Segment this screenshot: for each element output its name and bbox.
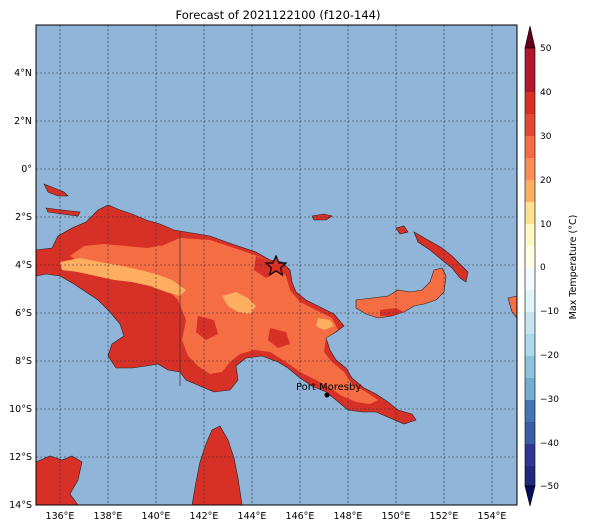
colorbar-tick: 40 [540, 88, 552, 98]
lon-tick: 138°E [94, 511, 123, 522]
lon-tick: 142°E [190, 511, 219, 522]
colorbar-bottom-arrow [524, 485, 536, 507]
graticule [36, 25, 517, 505]
lat-tick: 8°S [15, 356, 32, 367]
colorbar-bin [525, 334, 535, 356]
small-island-1 [395, 225, 409, 235]
colorbar-tick: 50 [540, 44, 552, 54]
colorbar-bin [525, 400, 535, 422]
colorbar-tick: −50 [540, 482, 559, 492]
lon-tick: 136°E [46, 511, 75, 522]
lon-tick: 146°E [286, 511, 315, 522]
colorbar-frame [524, 47, 536, 487]
lon-tick: 140°E [142, 511, 171, 522]
lat-tick: 12°S [9, 452, 32, 463]
lat-tick: 0° [21, 164, 32, 175]
lat-tick: 10°S [9, 404, 32, 415]
new-ireland-island [413, 231, 469, 283]
map-frame [35, 24, 518, 506]
colorbar-bin [525, 180, 535, 202]
city-label: Port Moresby [296, 382, 361, 393]
map-title: Forecast of 2021122100 (f120-144) [175, 8, 381, 22]
lon-tick: 148°E [334, 511, 363, 522]
colorbar-ticks: 50 40 30 20 10 0 −10 −20 −30 −40 −50 [540, 44, 559, 492]
lat-tick: 14°S [9, 500, 32, 511]
colorbar-tick: 30 [540, 132, 552, 142]
halmahera-island [43, 183, 69, 197]
cool-ridge-central [222, 292, 256, 314]
lat-tick-labels: 4°N 2°N 0° 2°S 4°S 6°S 8°S 10°S 12°S 14°… [9, 68, 32, 511]
cool-ridge-east [316, 318, 334, 330]
colorbar: 50 40 30 20 10 0 −10 −20 −30 −40 −50 Max… [524, 25, 579, 507]
colorbar-bin [525, 158, 535, 180]
colorbar-bin [525, 268, 535, 290]
colorbar-bin [525, 466, 535, 486]
colorbar-bin [525, 202, 535, 224]
hot-patch-3 [196, 316, 218, 340]
colorbar-tick: 10 [540, 220, 552, 230]
colorbar-tick: −10 [540, 307, 559, 317]
lon-tick: 152°E [430, 511, 459, 522]
colorbar-bin [525, 356, 535, 378]
star-marker-icon [264, 254, 288, 277]
lat-tick: 4°N [14, 68, 32, 79]
colorbar-bin [525, 136, 535, 158]
colorbar-top-arrow [524, 25, 536, 49]
colorbar-tick: 0 [540, 263, 546, 273]
colorbar-bin [525, 114, 535, 136]
cool-ridge-west [60, 258, 186, 296]
lat-tick: 4°S [15, 260, 32, 271]
cape-york [191, 425, 243, 506]
colorbar-bin [525, 48, 535, 92]
lon-tick: 154°E [478, 511, 507, 522]
waigeo-island [45, 207, 81, 217]
colorbar-bin [525, 422, 535, 444]
city-marker-icon [324, 392, 330, 398]
hot-patch-1 [144, 226, 172, 246]
lon-tick: 144°E [238, 511, 267, 522]
colorbar-tick: −30 [540, 395, 559, 405]
colorbar-bin [525, 246, 535, 268]
colorbar-tick: −40 [540, 439, 559, 449]
arnhem-land [35, 455, 83, 506]
colorbar-bin [525, 92, 535, 114]
colorbar-bin [525, 224, 535, 246]
land-masses [35, 183, 518, 506]
lat-tick: 6°S [15, 308, 32, 319]
lon-tick: 150°E [382, 511, 411, 522]
hot-patch-4 [268, 328, 290, 348]
colorbar-bin [525, 312, 535, 334]
colorbar-bin [525, 290, 535, 312]
colorbar-bin [525, 378, 535, 400]
new-britain-island [355, 267, 447, 319]
colorbar-bin [525, 444, 535, 466]
new-britain-hot [380, 308, 404, 316]
colorbar-tick: −20 [540, 351, 559, 361]
colorbar-label: Max Temperature (°C) [568, 215, 579, 320]
lat-tick: 2°S [15, 212, 32, 223]
lat-tick: 2°N [14, 116, 32, 127]
lon-tick-labels: 136°E 138°E 140°E 142°E 144°E 146°E 148°… [46, 511, 507, 522]
colorbar-tick: 20 [540, 176, 552, 186]
